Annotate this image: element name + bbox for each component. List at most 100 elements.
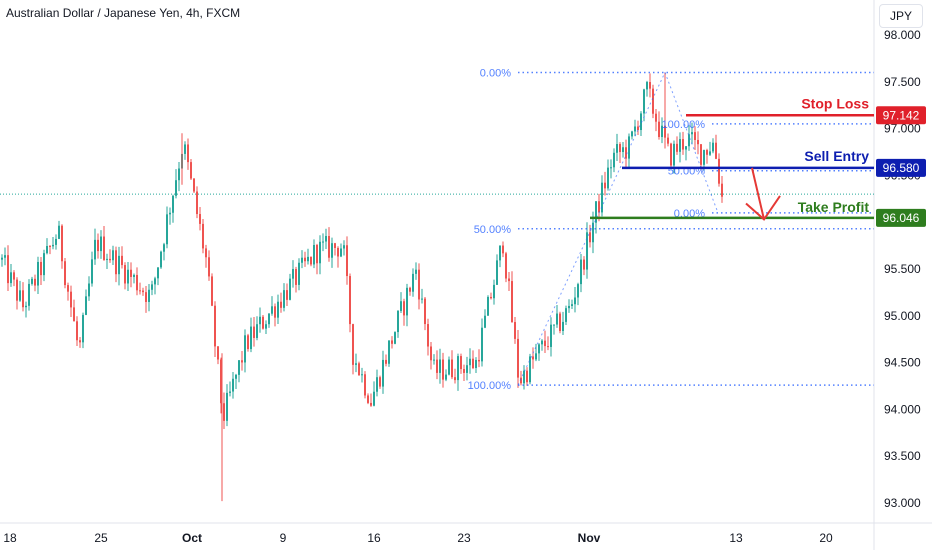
candle-body	[292, 269, 294, 279]
candle-body	[439, 359, 441, 373]
y-tick-label: 93.500	[884, 449, 921, 463]
candle-body	[541, 340, 543, 345]
candle-body	[58, 225, 60, 239]
candle-body	[352, 324, 354, 365]
currency-button[interactable]: JPY	[879, 4, 923, 28]
candle-body	[652, 88, 654, 114]
candle-body	[142, 290, 144, 293]
candle-body	[685, 146, 687, 150]
candle-body	[136, 274, 138, 291]
candle-body	[283, 290, 285, 308]
candle-body	[22, 290, 24, 308]
y-tick-label: 93.000	[884, 496, 921, 510]
candle-body	[601, 182, 603, 213]
candle-body	[214, 305, 216, 347]
candle-body	[514, 322, 516, 339]
trade-level-label: Sell Entry	[804, 148, 869, 164]
candle-body	[613, 152, 615, 168]
candle-body	[466, 365, 468, 373]
candle-body	[79, 340, 81, 343]
candle-body	[358, 363, 360, 376]
candle-body	[262, 316, 264, 329]
candle-body	[343, 245, 345, 249]
candle-body	[430, 346, 432, 361]
candle-body	[25, 305, 27, 308]
candle-body	[649, 82, 651, 89]
candle-body	[400, 301, 402, 311]
candle-body	[235, 374, 237, 379]
candle-body	[433, 359, 435, 361]
candle-body	[139, 290, 141, 292]
price-tag-label: 96.580	[883, 161, 920, 175]
candle-body	[328, 236, 330, 258]
candle-body	[448, 359, 450, 375]
candle-body	[280, 301, 282, 308]
candle-body	[475, 359, 477, 369]
candle-body	[295, 269, 297, 285]
candle-body	[712, 142, 714, 152]
candle-body	[106, 258, 108, 260]
candle-body	[274, 306, 276, 318]
candle-body	[538, 344, 540, 354]
trade-level-label: Stop Loss	[801, 95, 869, 111]
candle-body	[178, 168, 180, 181]
trade-levels-layer: Stop Loss 97.142 Sell Entry 96.580 Take Prof…	[590, 95, 926, 227]
candle-body	[580, 259, 582, 285]
candle-body	[313, 244, 315, 265]
candle-body	[442, 359, 444, 380]
candle-body	[43, 253, 45, 276]
candle-body	[670, 143, 672, 166]
candle-body	[307, 256, 309, 262]
candle-body	[424, 298, 426, 325]
y-tick-label: 94.500	[884, 356, 921, 370]
y-tick-label: 95.500	[884, 262, 921, 276]
down-arrow-head	[745, 195, 781, 221]
candle-body	[571, 304, 573, 306]
candle-body	[196, 191, 198, 215]
candle-body	[172, 195, 174, 213]
candle-body	[220, 359, 222, 404]
candle-body	[403, 301, 405, 316]
candle-body	[655, 113, 657, 122]
candle-body	[349, 276, 351, 325]
candle-body	[526, 370, 528, 383]
candle-body	[661, 125, 663, 137]
candle-body	[520, 377, 522, 384]
price-axis[interactable]: 98.00097.50097.00096.50096.00095.50095.0…	[884, 28, 921, 510]
y-tick-label: 95.000	[884, 309, 921, 323]
price-tag-label: 96.046	[883, 211, 920, 225]
candle-body	[721, 183, 723, 197]
candle-body	[607, 167, 609, 189]
candle-body	[118, 255, 120, 275]
candle-body	[427, 324, 429, 347]
candle-body	[472, 358, 474, 369]
candle-body	[211, 276, 213, 306]
candle-body	[625, 147, 627, 159]
candle-body	[40, 261, 42, 276]
chart-title: Australian Dollar / Japanese Yen, 4h, FX…	[6, 6, 241, 20]
candle-body	[496, 260, 498, 285]
candle-body	[550, 324, 552, 347]
candle-body	[535, 353, 537, 360]
x-tick-label: 23	[457, 531, 471, 545]
candle-body	[151, 284, 153, 290]
time-axis[interactable]: 18 25 Oct 9 16 23 Nov 13 20	[3, 531, 833, 545]
candle-body	[91, 259, 93, 284]
y-tick-label: 94.000	[884, 402, 921, 416]
candle-body	[289, 278, 291, 300]
candle-body	[646, 82, 648, 90]
candle-body	[709, 151, 711, 155]
candle-body	[583, 259, 585, 270]
candle-body	[505, 253, 507, 279]
fib-level-label: 0.00%	[480, 67, 511, 79]
candle-body	[673, 143, 675, 166]
candle-body	[643, 89, 645, 114]
candle-body	[679, 139, 681, 152]
candle-body	[370, 402, 372, 406]
candle-body	[499, 245, 501, 261]
candle-body	[13, 272, 15, 280]
candle-body	[241, 360, 243, 363]
price-tag	[876, 208, 926, 227]
candle-body	[52, 244, 54, 247]
